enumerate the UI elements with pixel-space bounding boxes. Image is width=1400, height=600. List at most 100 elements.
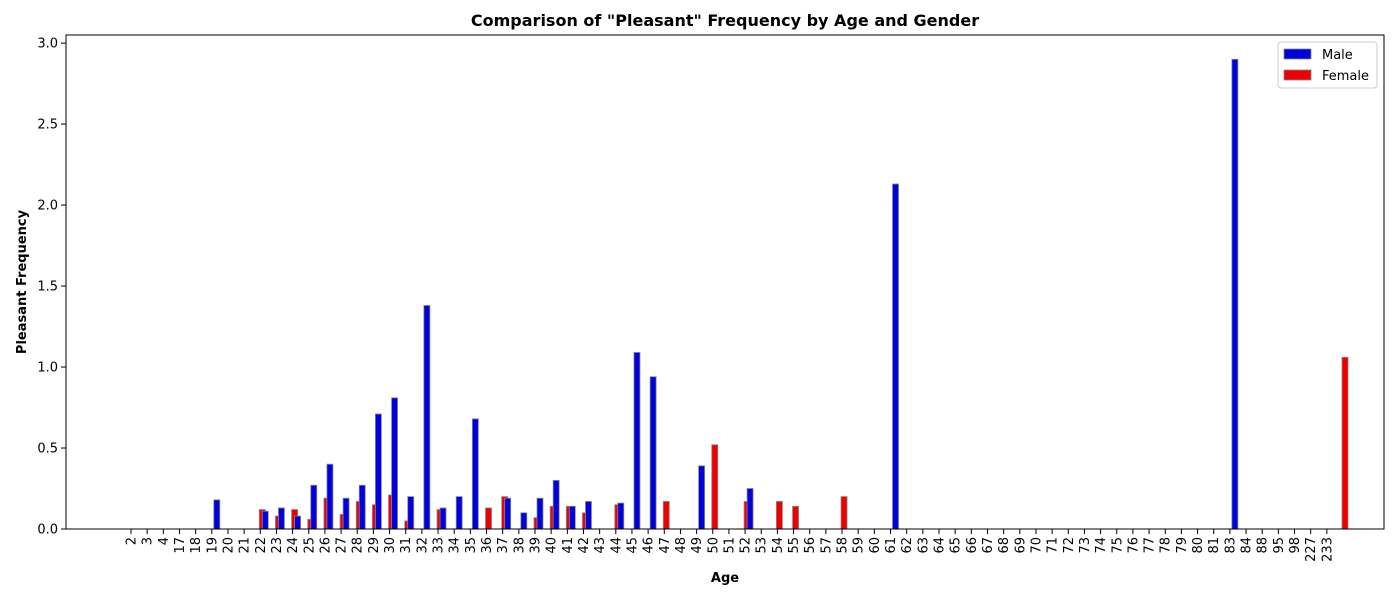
x-tick-label: 88	[1256, 537, 1271, 554]
x-tick-label: 2	[125, 537, 140, 545]
x-tick-label: 39	[529, 537, 544, 554]
x-tick-label: 21	[238, 537, 253, 554]
x-tick-label: 98	[1288, 537, 1303, 554]
x-tick-label: 46	[642, 537, 657, 554]
x-tick-label: 67	[981, 537, 996, 554]
x-tick-label: 71	[1046, 537, 1061, 554]
x-tick-label: 77	[1143, 537, 1158, 554]
bar-male-44	[617, 502, 625, 530]
bar-male-30	[391, 397, 398, 530]
x-tick-label: 95	[1272, 537, 1287, 554]
y-tick-label: 2.5	[37, 118, 58, 133]
x-tick-label: 50	[706, 537, 721, 554]
x-tick-label: 47	[658, 537, 673, 554]
x-tick-label: 40	[545, 537, 560, 554]
x-tick-label: 76	[1126, 537, 1141, 554]
x-tick-label: 73	[1078, 537, 1093, 554]
x-tick-label: 79	[1175, 537, 1190, 554]
x-tick-label: 26	[318, 537, 333, 554]
bar-female-46	[662, 501, 670, 530]
x-tick-label: 22	[254, 537, 269, 554]
x-tick-label: 60	[868, 537, 883, 554]
x-tick-label: 62	[900, 537, 915, 554]
x-tick-label: 58	[836, 537, 851, 554]
x-tick-label: 36	[480, 537, 495, 554]
bar-male-46	[649, 376, 657, 530]
bar-female-54	[792, 505, 799, 530]
x-tick-label: 55	[787, 537, 802, 554]
x-axis-label: Age	[711, 571, 739, 586]
x-tick-label: 24	[286, 537, 301, 554]
y-tick-label: 1.0	[37, 361, 58, 376]
y-tick-label: 1.5	[37, 280, 58, 295]
bar-male-19	[213, 499, 221, 530]
x-tick-label: 72	[1062, 537, 1077, 554]
bar-male-42	[585, 501, 592, 530]
plot-frame	[65, 34, 1385, 530]
bar-male-27	[342, 497, 350, 530]
bar-male-45	[633, 352, 641, 530]
bar-male-52	[746, 488, 754, 530]
bar-male-83	[1231, 58, 1239, 530]
x-tick-label: 61	[884, 537, 899, 554]
x-tick-label: 32	[415, 537, 430, 554]
y-axis-ticks: 0.0 0.5 1.0 1.5 2.0 2.5 3.0	[37, 37, 66, 538]
x-tick-label: 65	[949, 537, 964, 554]
x-tick-label: 59	[852, 537, 867, 554]
x-tick-label: 35	[464, 537, 479, 554]
x-tick-label: 54	[771, 537, 786, 554]
x-tick-label: 17	[173, 537, 188, 554]
legend: Male Female	[1277, 41, 1378, 89]
x-tick-label: 51	[722, 537, 737, 554]
bar-male-37	[504, 497, 512, 530]
bar-female-53	[776, 501, 783, 530]
x-tick-label: 38	[512, 537, 527, 554]
x-tick-label: 18	[189, 537, 204, 554]
x-tick-label: 20	[221, 537, 236, 554]
x-tick-label: 63	[916, 537, 931, 554]
legend-label-female: Female	[1322, 69, 1369, 84]
bars-group	[213, 58, 1349, 530]
bar-male-33	[439, 507, 447, 530]
bar-male-61	[892, 183, 899, 530]
x-tick-label: 233	[1320, 537, 1335, 562]
x-tick-label: 30	[383, 537, 398, 554]
x-tick-label: 3	[141, 537, 156, 545]
bar-female-233	[1341, 356, 1349, 530]
x-tick-label: 41	[561, 537, 576, 554]
x-tick-label: 81	[1207, 537, 1222, 554]
x-tick-label: 57	[819, 537, 834, 554]
bar-male-35	[471, 418, 479, 530]
x-tick-label: 75	[1110, 537, 1125, 554]
bar-male-41	[568, 505, 576, 530]
x-tick-label: 56	[803, 537, 818, 554]
y-axis-label: Pleasant Frequency	[15, 209, 30, 354]
y-tick-label: 0.0	[37, 523, 58, 538]
chart-title: Comparison of "Pleasant" Frequency by Ag…	[471, 11, 979, 30]
x-tick-label: 29	[367, 537, 382, 554]
y-tick-label: 0.5	[37, 442, 58, 457]
x-tick-label: 83	[1223, 537, 1238, 554]
y-tick-label: 2.0	[37, 199, 58, 214]
x-tick-label: 27	[335, 537, 350, 554]
bar-male-49	[698, 465, 705, 530]
bar-male-40	[552, 480, 560, 530]
x-tick-label: 64	[933, 537, 948, 554]
x-tick-label: 23	[270, 537, 285, 554]
bar-male-34	[455, 496, 463, 530]
bar-female-35	[485, 507, 492, 530]
bar-male-39	[536, 497, 544, 530]
x-tick-label: 34	[448, 537, 463, 554]
x-tick-label: 227	[1304, 537, 1319, 562]
x-tick-label: 48	[674, 537, 689, 554]
legend-label-male: Male	[1322, 48, 1353, 63]
bar-male-25	[310, 484, 318, 530]
bar-male-24	[294, 515, 302, 530]
x-tick-label: 80	[1191, 537, 1206, 554]
x-tick-label: 70	[1029, 537, 1044, 554]
bar-female-57	[840, 496, 848, 530]
bar-male-31	[407, 496, 415, 530]
x-tick-label: 31	[399, 537, 414, 554]
bar-male-38	[520, 512, 528, 530]
